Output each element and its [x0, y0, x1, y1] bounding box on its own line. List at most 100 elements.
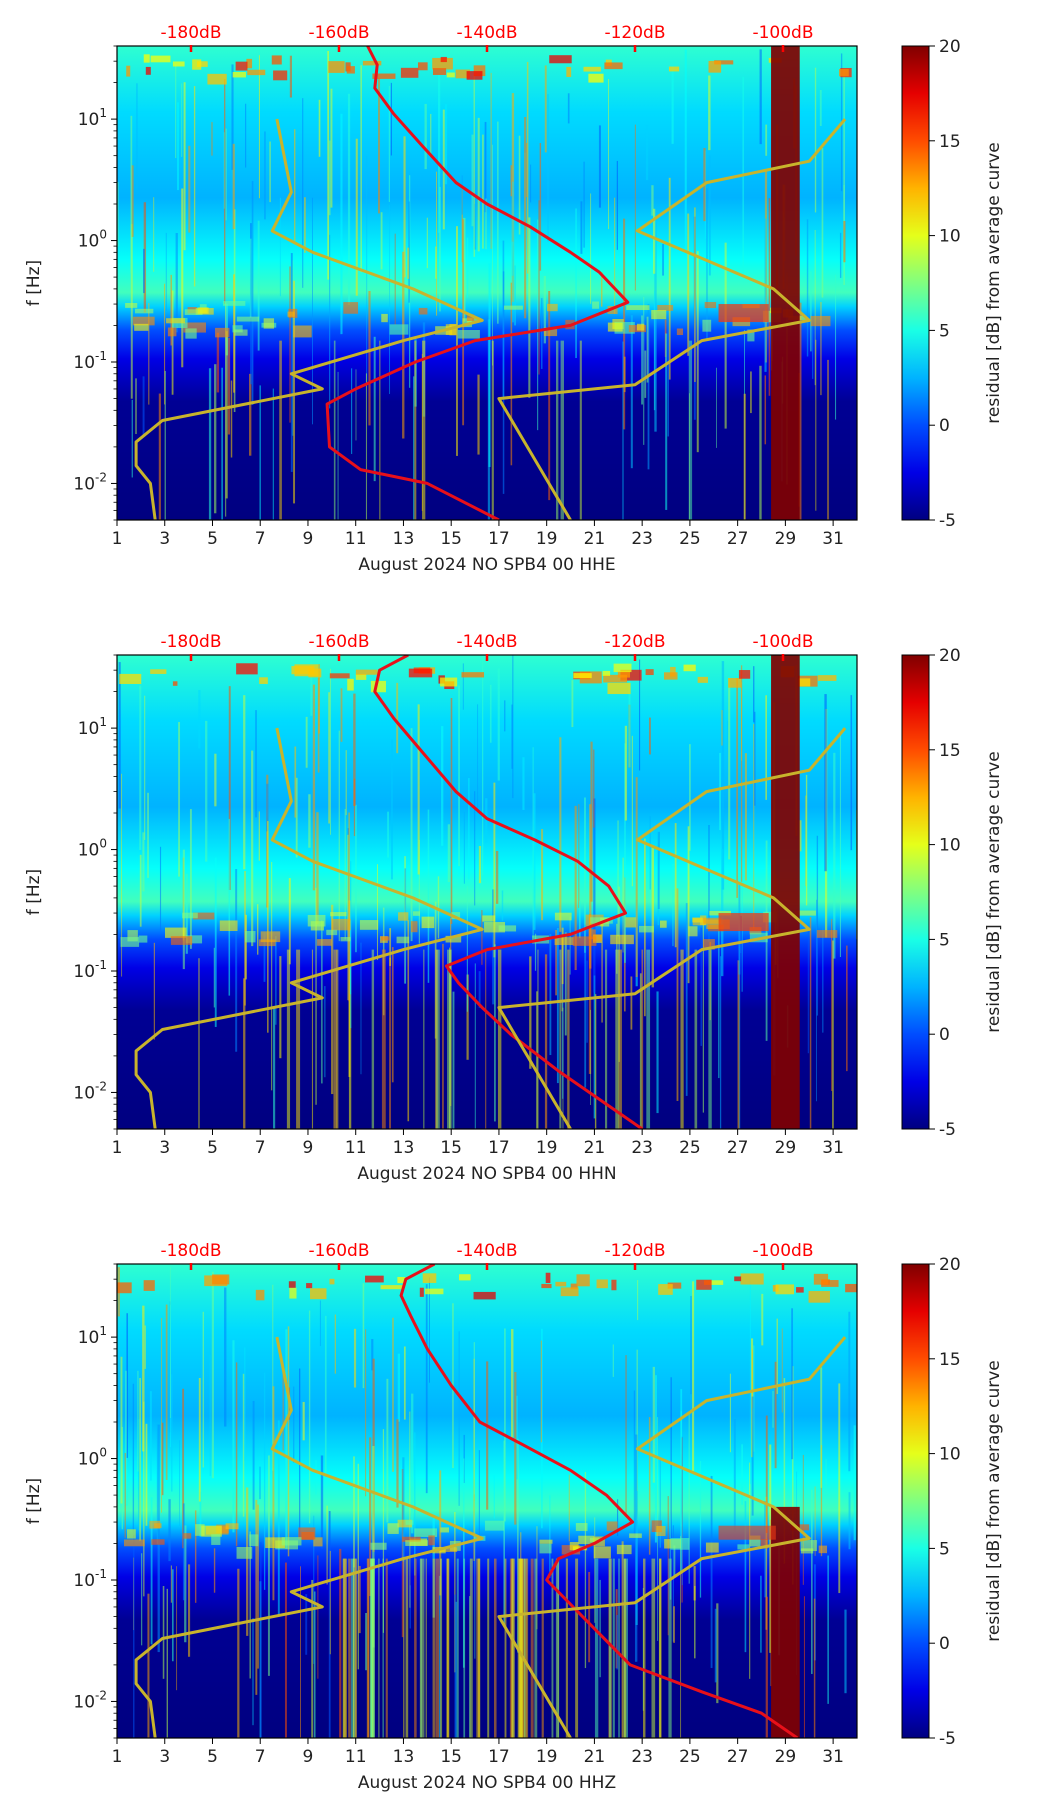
x-tick-label: 15 — [440, 1747, 462, 1767]
spectrogram-band — [247, 69, 266, 76]
spectrogram-streak — [827, 1555, 829, 1704]
x-tick-label: 3 — [159, 1138, 170, 1158]
spectrogram-streak — [694, 949, 698, 1129]
spectrogram-streak — [493, 1558, 497, 1738]
spectrogram-streak — [131, 165, 134, 237]
spectrogram-streak — [559, 949, 562, 1129]
spectrogram-band — [422, 1273, 437, 1283]
spectrogram-streak — [511, 1558, 515, 1738]
y-tick-label: 101 — [78, 1324, 107, 1348]
spectrogram-band — [143, 54, 150, 63]
spectrogram-streak — [422, 340, 426, 520]
spectrogram-streak — [409, 1411, 411, 1608]
spectrogram-streak — [514, 1371, 517, 1525]
spectrogram-streak — [198, 690, 201, 749]
spectrogram-streak — [424, 103, 427, 170]
spectrogram-streak — [202, 1311, 205, 1468]
spectrogram-streak — [639, 659, 641, 771]
spectrogram-streak — [447, 824, 451, 883]
spectrogram-streak — [466, 886, 468, 1012]
hot-spot — [718, 913, 769, 932]
spectrogram-streak — [165, 232, 167, 311]
spectrogram-streak — [689, 744, 691, 851]
spectrogram-streak — [812, 314, 814, 379]
spectrogram-band — [702, 319, 712, 332]
spectrogram-streak — [486, 1361, 489, 1510]
spectrogram-streak — [630, 315, 633, 469]
spectrogram-band — [800, 1540, 818, 1552]
spectrogram-streak — [272, 1386, 275, 1601]
spectrogram-streak — [163, 283, 166, 405]
spectrogram-band — [606, 1521, 618, 1531]
spectrogram-streak — [673, 1545, 676, 1577]
spectrogram-streak — [751, 1396, 754, 1516]
spectrogram-streak — [819, 89, 822, 127]
spectrogram-streak — [769, 1444, 772, 1653]
spectrogram-streak — [687, 826, 690, 984]
spectrogram-streak — [157, 1424, 160, 1653]
x-tick-label: 13 — [393, 1747, 415, 1767]
spectrogram-streak — [413, 376, 415, 520]
x-tick-label: 23 — [631, 529, 653, 549]
spectrogram-streak — [258, 811, 260, 861]
spectrogram-streak — [193, 86, 196, 287]
spectrogram-streak — [290, 253, 293, 472]
x-tick-label: 3 — [159, 529, 170, 549]
colorbar-tick-label: 5 — [939, 930, 950, 950]
spectrogram-streak — [716, 1603, 719, 1704]
spectrogram-streak — [386, 1378, 389, 1523]
spectrogram-streak — [176, 1566, 178, 1691]
spectrogram-streak — [474, 963, 476, 1129]
spectrogram-streak — [622, 341, 624, 520]
spectrogram-band — [370, 1542, 387, 1550]
spectrogram-band — [432, 57, 453, 70]
spectrogram-band — [328, 61, 345, 73]
spectrogram-streak — [131, 399, 133, 478]
spectrogram-streak — [718, 917, 720, 1079]
spectrogram-streak — [357, 1463, 359, 1670]
spectrogram-streak — [628, 671, 631, 768]
spectrogram-streak — [182, 1503, 185, 1601]
spectrogram-streak — [491, 340, 494, 520]
spectrogram-streak — [273, 1007, 276, 1129]
spectrogram-streak — [347, 93, 351, 305]
spectrogram-band — [459, 1274, 471, 1281]
spectrogram-streak — [371, 1339, 374, 1371]
spectrogram-streak — [144, 695, 146, 841]
spectrogram-streak — [820, 1445, 823, 1557]
x-tick-label: 23 — [631, 1747, 653, 1767]
spectrogram-band — [664, 672, 678, 680]
spectrogram-streak — [626, 1558, 628, 1738]
spectrogram-band — [503, 305, 523, 310]
colorbar-tick-label: 10 — [939, 1445, 961, 1465]
x-tick-label: 21 — [584, 529, 606, 549]
spectrogram-streak — [485, 798, 488, 843]
spectrogram-streak — [501, 890, 504, 921]
spectrogram-streak — [512, 655, 514, 799]
spectrogram-band — [484, 1520, 505, 1531]
spectrogram-streak — [688, 1413, 690, 1584]
spectrogram-streak — [599, 1579, 601, 1678]
spectrogram-band — [192, 59, 202, 70]
spectrogram-streak — [373, 336, 376, 482]
spectrogram-streak — [231, 64, 234, 170]
spectrogram-streak — [279, 197, 281, 297]
spectrogram-streak — [744, 1501, 747, 1653]
spectrogram-streak — [378, 1558, 380, 1738]
spectrogram-band — [271, 55, 282, 65]
spectrogram-band — [124, 1539, 145, 1547]
spectrogram-streak — [514, 265, 516, 326]
spectrogram-streak — [392, 1317, 394, 1472]
spectrogram-band — [659, 920, 667, 928]
spectrogram-streak — [815, 339, 817, 511]
spectrogram-band — [775, 1284, 794, 1295]
spectrogram-streak — [728, 677, 731, 860]
spectrogram-streak — [423, 1558, 425, 1738]
x-tick-label: 11 — [345, 1138, 367, 1158]
spectrogram-streak — [765, 695, 767, 800]
spectrogram-band — [740, 1273, 764, 1285]
spectrogram-streak — [293, 280, 296, 504]
spectrogram-band — [119, 673, 142, 684]
spectrogram-band — [281, 1537, 302, 1546]
